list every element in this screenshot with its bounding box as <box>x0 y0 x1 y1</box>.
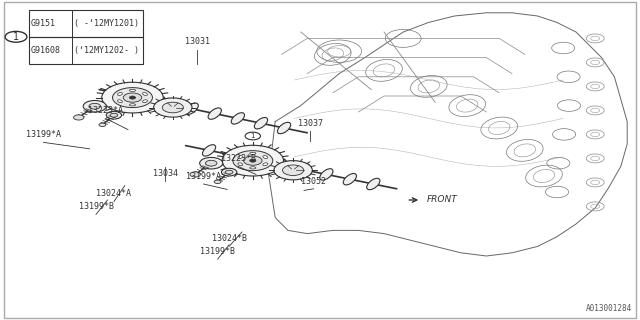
Ellipse shape <box>202 145 216 156</box>
Ellipse shape <box>238 156 243 158</box>
Text: 1: 1 <box>250 133 255 139</box>
Ellipse shape <box>263 156 268 158</box>
Text: 13024*A: 13024*A <box>97 189 131 198</box>
Text: (‘12MY1202- ): (‘12MY1202- ) <box>74 46 139 55</box>
Circle shape <box>129 96 136 99</box>
Ellipse shape <box>226 149 239 161</box>
Text: 13223*B: 13223*B <box>221 154 255 163</box>
Ellipse shape <box>343 173 356 185</box>
Ellipse shape <box>254 117 268 129</box>
Circle shape <box>106 111 122 119</box>
Circle shape <box>89 103 100 109</box>
Text: 13199*B: 13199*B <box>200 247 235 256</box>
Text: 13199*A: 13199*A <box>26 130 61 139</box>
Ellipse shape <box>129 89 136 92</box>
Ellipse shape <box>118 100 122 103</box>
Text: G9151: G9151 <box>31 19 56 28</box>
Bar <box>29 37 143 64</box>
Ellipse shape <box>238 163 243 166</box>
Circle shape <box>110 113 118 117</box>
Ellipse shape <box>143 92 147 95</box>
Circle shape <box>205 160 217 166</box>
Bar <box>29 10 143 37</box>
Text: A013001284: A013001284 <box>586 304 632 313</box>
Circle shape <box>113 88 152 108</box>
Text: 13024*B: 13024*B <box>212 234 246 243</box>
Ellipse shape <box>129 104 136 106</box>
Circle shape <box>102 82 163 113</box>
Ellipse shape <box>231 113 244 124</box>
Circle shape <box>221 168 237 176</box>
Ellipse shape <box>118 92 122 95</box>
Text: FRONT: FRONT <box>427 196 458 204</box>
Ellipse shape <box>208 108 221 119</box>
Circle shape <box>99 123 106 126</box>
Circle shape <box>154 98 192 117</box>
Text: 1: 1 <box>13 32 19 42</box>
Circle shape <box>283 165 304 175</box>
Ellipse shape <box>273 159 286 171</box>
Text: 13199*B: 13199*B <box>79 202 113 211</box>
Ellipse shape <box>367 178 380 190</box>
Circle shape <box>250 159 256 162</box>
Circle shape <box>74 115 84 120</box>
Circle shape <box>274 161 312 180</box>
Circle shape <box>214 180 221 183</box>
Ellipse shape <box>263 163 268 166</box>
Text: 13034: 13034 <box>152 169 178 178</box>
Circle shape <box>200 157 223 169</box>
Text: ( -‘12MY1201): ( -‘12MY1201) <box>74 19 139 28</box>
Text: 13037: 13037 <box>298 119 323 128</box>
Text: 13223*A: 13223*A <box>88 106 123 115</box>
Text: G91608: G91608 <box>31 46 61 55</box>
Ellipse shape <box>139 93 152 105</box>
Ellipse shape <box>278 122 291 134</box>
Text: 13052: 13052 <box>301 177 326 186</box>
Circle shape <box>233 151 273 171</box>
Text: 13031: 13031 <box>184 37 210 46</box>
Circle shape <box>244 156 262 165</box>
Text: 13199*A: 13199*A <box>186 172 221 181</box>
Circle shape <box>83 100 106 112</box>
Circle shape <box>225 170 233 174</box>
Circle shape <box>163 102 184 113</box>
Ellipse shape <box>116 89 129 100</box>
Ellipse shape <box>296 164 310 175</box>
Ellipse shape <box>250 167 256 169</box>
Ellipse shape <box>143 100 147 103</box>
Ellipse shape <box>320 169 333 180</box>
Circle shape <box>222 145 284 176</box>
Circle shape <box>124 93 141 102</box>
Ellipse shape <box>185 103 198 115</box>
Ellipse shape <box>250 152 256 155</box>
Circle shape <box>190 172 200 177</box>
